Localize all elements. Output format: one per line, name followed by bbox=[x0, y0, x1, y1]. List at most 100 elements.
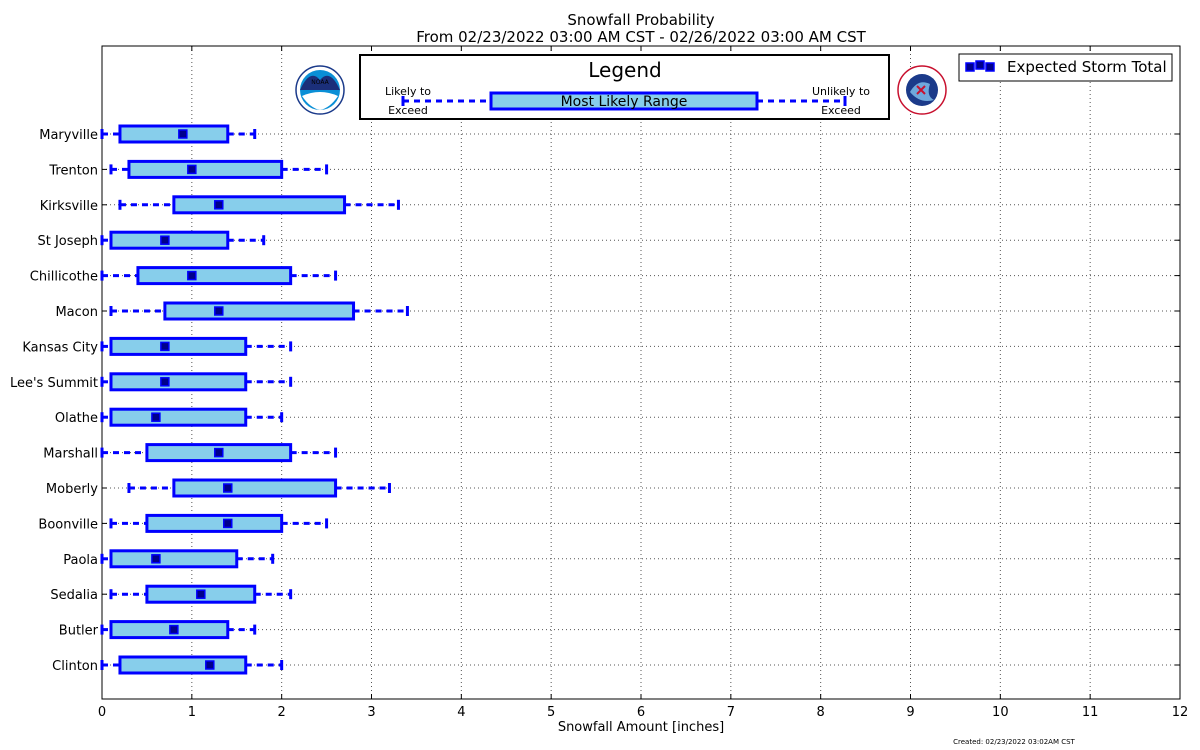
x-tick-label: 1 bbox=[188, 705, 196, 720]
range-box bbox=[145, 513, 284, 533]
range-box bbox=[172, 195, 347, 215]
range-box bbox=[163, 301, 356, 321]
station-label: Butler bbox=[59, 624, 99, 639]
x-axis-label: Snowfall Amount [inches] bbox=[558, 720, 724, 735]
range-box bbox=[109, 336, 248, 356]
expected-marker bbox=[151, 412, 161, 422]
station-box-group bbox=[100, 620, 257, 640]
x-tick-label: 11 bbox=[1082, 705, 1099, 720]
range-box bbox=[109, 549, 239, 569]
x-tick-label: 8 bbox=[817, 705, 825, 720]
station-label: Lee's Summit bbox=[10, 376, 98, 391]
station-label: Sedalia bbox=[50, 588, 98, 603]
noaa-logo-icon: NOAA bbox=[295, 65, 345, 115]
station-label: Boonville bbox=[38, 517, 98, 532]
x-tick-label: 3 bbox=[367, 705, 375, 720]
noaa-logo-text: NOAA bbox=[311, 79, 329, 86]
series-legend: Expected Storm Total bbox=[958, 53, 1173, 82]
grid-lines bbox=[102, 46, 1180, 699]
expected-marker bbox=[214, 200, 224, 210]
legend-marker-1 bbox=[965, 62, 975, 72]
station-box-group bbox=[100, 266, 338, 286]
station-box-group bbox=[109, 584, 293, 604]
station-label: Marshall bbox=[43, 447, 98, 462]
station-box-group bbox=[109, 513, 329, 533]
station-box-group bbox=[100, 549, 275, 569]
chart-subtitle: From 02/23/2022 03:00 AM CST - 02/26/202… bbox=[416, 28, 866, 46]
expected-marker bbox=[205, 660, 215, 670]
y-axis-labels: Maryville Trenton Kirksville St Joseph Chill… bbox=[10, 128, 99, 674]
station-label: St Joseph bbox=[37, 234, 98, 249]
footer-created: Created: 02/23/2022 03:02AM CST bbox=[953, 738, 1075, 746]
x-axis-tick-labels: 0 1 2 3 4 5 6 7 8 9 10 11 12 bbox=[98, 705, 1188, 720]
range-box bbox=[118, 655, 248, 675]
x-tick-label: 12 bbox=[1172, 705, 1189, 720]
range-box bbox=[118, 124, 230, 144]
legend-entry-label: Expected Storm Total bbox=[1007, 58, 1167, 76]
expected-marker bbox=[160, 235, 170, 245]
legend-range-box bbox=[489, 91, 759, 111]
x-tick-label: 2 bbox=[278, 705, 286, 720]
x-tick-label: 0 bbox=[98, 705, 106, 720]
expected-marker bbox=[187, 164, 197, 175]
x-tick-label: 6 bbox=[637, 705, 645, 720]
range-box bbox=[109, 372, 248, 392]
station-label: Paola bbox=[63, 553, 98, 568]
station-box-group bbox=[100, 443, 338, 463]
expected-marker bbox=[223, 518, 233, 529]
legend-marker-2 bbox=[975, 60, 985, 70]
station-box-group bbox=[109, 159, 329, 179]
expected-marker bbox=[196, 589, 206, 599]
station-box-group bbox=[100, 230, 266, 250]
range-box bbox=[172, 478, 338, 498]
legend-left-label-line1: Likely to bbox=[385, 85, 431, 98]
station-label: Maryville bbox=[39, 128, 98, 143]
legend-box: Legend Most Likely Range Likely to Excee… bbox=[359, 54, 890, 120]
station-label: Macon bbox=[55, 305, 98, 320]
range-box bbox=[127, 159, 284, 179]
legend-title: Legend bbox=[588, 58, 661, 82]
x-tick-label: 4 bbox=[457, 705, 465, 720]
expected-marker bbox=[178, 129, 188, 139]
station-label: Kirksville bbox=[40, 199, 98, 214]
expected-marker bbox=[214, 306, 224, 316]
station-label: Chillicothe bbox=[30, 270, 98, 285]
x-tick-label: 7 bbox=[727, 705, 735, 720]
station-label: Trenton bbox=[48, 163, 98, 178]
station-box-group bbox=[118, 195, 400, 215]
station-box-group bbox=[100, 407, 284, 427]
expected-marker bbox=[169, 624, 179, 635]
station-box-group bbox=[127, 478, 391, 498]
expected-marker bbox=[160, 341, 170, 352]
station-box-group bbox=[100, 124, 257, 144]
range-box bbox=[136, 266, 293, 286]
legend-left-label-line2: Exceed bbox=[388, 104, 428, 117]
x-tick-label: 9 bbox=[906, 705, 914, 720]
axis-ticks bbox=[101, 46, 1181, 699]
x-tick-label: 10 bbox=[992, 705, 1009, 720]
nws-logo-icon bbox=[897, 65, 947, 115]
range-box bbox=[109, 407, 248, 427]
legend-range-label: Most Likely Range bbox=[561, 94, 688, 110]
legend-right-label-line1: Unlikely to bbox=[812, 85, 870, 98]
boxes-layer bbox=[100, 124, 409, 675]
station-label: Moberly bbox=[46, 482, 98, 497]
station-label: Clinton bbox=[52, 659, 98, 674]
chart-title: Snowfall Probability bbox=[567, 11, 714, 29]
plot-frame bbox=[101, 45, 1181, 700]
station-label: Olathe bbox=[55, 411, 98, 426]
expected-marker bbox=[187, 270, 197, 281]
legend-right-label-line2: Exceed bbox=[821, 104, 861, 117]
station-label: Kansas City bbox=[22, 340, 98, 355]
station-box-group bbox=[100, 372, 293, 392]
legend-marker-3 bbox=[985, 62, 995, 72]
station-box-group bbox=[100, 655, 284, 675]
expected-marker bbox=[151, 554, 161, 564]
x-tick-label: 5 bbox=[547, 705, 555, 720]
expected-marker bbox=[223, 483, 233, 493]
station-box-group bbox=[109, 301, 409, 321]
expected-marker bbox=[214, 447, 224, 458]
station-box-group bbox=[100, 336, 293, 356]
expected-marker bbox=[160, 377, 170, 387]
